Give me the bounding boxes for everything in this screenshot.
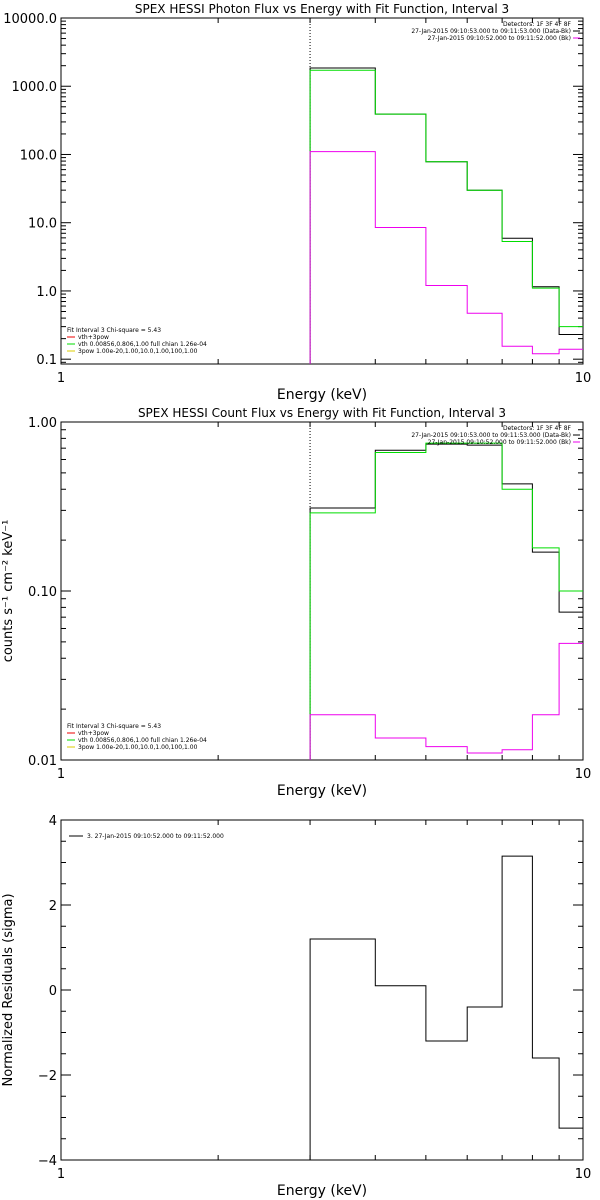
- y-tick-label: −4: [38, 1154, 57, 1169]
- panel-3: Energy (keV) Normalized Residuals (sigma)…: [1, 814, 591, 1199]
- y-tick-label: 4: [49, 814, 57, 829]
- x-axis-label: Energy (keV): [277, 387, 367, 403]
- y-tick-label: −2: [38, 1069, 57, 1084]
- y-tick-label: 100.0: [20, 148, 57, 163]
- legend-bottom-entry: vth+3pow: [78, 730, 109, 737]
- x-axis-label: Energy (keV): [277, 783, 367, 799]
- y-axis-label: Normalized Residuals (sigma): [1, 893, 16, 1086]
- plot-frame: [60, 17, 584, 365]
- y-tick-label: 10.0: [28, 217, 57, 232]
- y-tick-label: 1.0: [36, 285, 57, 300]
- x-tick-label: 10: [575, 1167, 592, 1182]
- series-line: [309, 442, 583, 760]
- legend-bottom-entry: 3pow 1.00e-20,1.00,10.0,1.00,100,1.00: [78, 348, 198, 355]
- y-tick-label: 0.10: [28, 585, 57, 600]
- y-tick-label: 1000.0: [12, 80, 58, 95]
- series-line: [309, 642, 583, 760]
- legend-top-entry: 27-Jan-2015 09:10:52.000 to 09:11:52.000…: [428, 35, 571, 42]
- legend-bottom-entry: Fit Interval 3 Chi-square = 5.43: [67, 723, 161, 730]
- series-line: [309, 67, 583, 364]
- y-axis-label: counts s⁻¹ cm⁻² keV⁻¹: [1, 520, 16, 663]
- legend-top-entry: 3. 27-Jan-2015 09:10:52.000 to 09:11:52.…: [87, 833, 224, 840]
- legend-bottom-entry: vth+3pow: [78, 334, 109, 341]
- legend-top-entry: Detectors: 1F 3F 4F 8F: [503, 21, 572, 28]
- x-axis-label: Energy (keV): [277, 1183, 367, 1199]
- legend-top-entry: 27-Jan-2015 09:10:53.000 to 09:11:53.000…: [411, 432, 571, 439]
- panel-2: SPEX HESSI Count Flux vs Energy with Fit…: [1, 406, 591, 799]
- y-tick-label: 2: [49, 899, 57, 914]
- y-tick-label: 0.1: [36, 353, 57, 368]
- legend-top-entry: Detectors: 1F 3F 4F 8F: [503, 425, 572, 432]
- x-tick-label: 10: [575, 767, 592, 782]
- series-line: [309, 855, 584, 1160]
- x-tick-label: 1: [57, 1167, 65, 1182]
- legend-bottom-entry: Fit Interval 3 Chi-square = 5.43: [67, 327, 161, 334]
- legend-bottom-entry: vth 0.00856,0.806,1.00 full chian 1.26e-…: [78, 341, 207, 348]
- x-tick-label: 10: [575, 371, 592, 386]
- legend-bottom-entry: vth 0.00856,0.806,1.00 full chian 1.26e-…: [78, 737, 207, 744]
- y-tick-label: 1.00: [28, 416, 57, 431]
- legend-bottom-entry: 3pow 1.00e-20,1.00,10.0,1.00,100,1.00: [78, 744, 198, 751]
- chart-title: SPEX HESSI Photon Flux vs Energy with Fi…: [135, 2, 509, 16]
- legend-top-entry: 27-Jan-2015 09:10:52.000 to 09:11:52.000…: [428, 439, 571, 446]
- series-line: [309, 443, 583, 760]
- y-tick-label: 10000.0: [3, 12, 57, 27]
- legend-top-entry: 27-Jan-2015 09:10:53.000 to 09:11:53.000…: [411, 28, 571, 35]
- chart-title: SPEX HESSI Count Flux vs Energy with Fit…: [138, 406, 506, 420]
- y-tick-label: 0: [49, 984, 57, 999]
- series-line: [309, 151, 583, 364]
- x-tick-label: 1: [57, 767, 65, 782]
- plot-frame: [60, 819, 584, 1161]
- series-line: [309, 69, 583, 364]
- plot-frame: [60, 421, 584, 761]
- panel-1: SPEX HESSI Photon Flux vs Energy with Fi…: [3, 2, 591, 403]
- y-tick-label: 0.01: [28, 754, 57, 769]
- x-tick-label: 1: [57, 371, 65, 386]
